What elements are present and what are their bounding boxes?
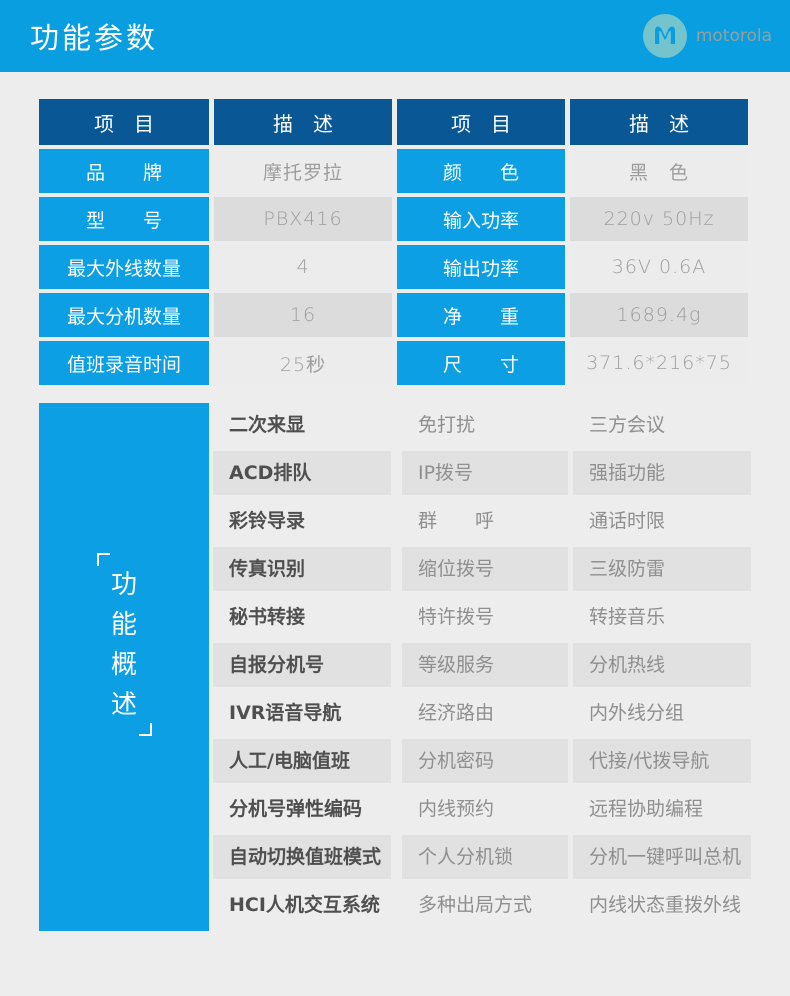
feature-item: 三级防雷 <box>573 547 751 591</box>
spec-header-desc-right: 描 述 <box>570 99 748 145</box>
bracket-close-icon <box>139 723 152 736</box>
feature-item: 经济路由 <box>418 702 495 724</box>
feature-column-2: 免打扰 IP拨号 群 呼 缩位拨号 特许拨号 等级服务 经济路由 分机密码 内线… <box>402 403 568 931</box>
feature-item: 等级服务 <box>402 643 568 687</box>
feature-item: 二次来显 <box>229 414 306 436</box>
motorola-wordmark: motorola <box>695 26 772 46</box>
spec-value-dimensions: 371.6*216*75 <box>570 341 748 385</box>
spec-header-item-left: 项 目 <box>39 99 209 145</box>
overview-char: 能 <box>110 610 137 640</box>
spec-item-model: 型 号 <box>39 197 209 241</box>
feature-item: 分机一键呼叫总机 <box>573 835 751 879</box>
feature-item: 彩铃导录 <box>229 510 306 532</box>
feature-item: 多种出局方式 <box>418 894 533 916</box>
feature-item: 秘书转接 <box>229 606 306 628</box>
spec-value-color: 黑 色 <box>570 149 748 193</box>
motorola-logo: motorola <box>642 14 772 58</box>
feature-item: 分机密码 <box>402 739 568 783</box>
feature-column-1: 二次来显 ACD排队 彩铃导录 传真识别 秘书转接 自报分机号 IVR语音导航 … <box>213 403 391 931</box>
spec-value-max-lines: 4 <box>214 245 392 289</box>
feature-item: 特许拨号 <box>418 606 495 628</box>
top-bar: 功能参数 motorola <box>0 0 790 72</box>
feature-item: 自动切换值班模式 <box>213 835 391 879</box>
spec-item-recording-time: 值班录音时间 <box>39 341 209 385</box>
feature-item: 通话时限 <box>589 510 666 532</box>
feature-item: 远程协助编程 <box>589 798 704 820</box>
spec-item-max-lines: 最大外线数量 <box>39 245 209 289</box>
feature-item: 群 呼 <box>418 510 495 532</box>
feature-item: 免打扰 <box>418 414 476 436</box>
spec-item-input-power: 输入功率 <box>397 197 565 241</box>
feature-item: ACD排队 <box>213 451 391 495</box>
spec-value-net-weight: 1689.4g <box>570 293 748 337</box>
spec-value-max-extensions: 16 <box>214 293 392 337</box>
feature-item: 内外线分组 <box>589 702 685 724</box>
spec-value-recording-time: 25秒 <box>214 341 392 385</box>
feature-item: 缩位拨号 <box>402 547 568 591</box>
page-title: 功能参数 <box>30 21 159 55</box>
feature-item: 内线预约 <box>418 798 495 820</box>
feature-column-3: 三方会议 强插功能 通话时限 三级防雷 转接音乐 分机热线 内外线分组 代接/代… <box>573 403 751 931</box>
spec-header-item-right: 项 目 <box>397 99 565 145</box>
spec-item-output-power: 输出功率 <box>397 245 565 289</box>
spec-value-brand: 摩托罗拉 <box>214 149 392 193</box>
feature-overview-panel: 功 能 概 述 <box>39 403 209 931</box>
feature-item: IVR语音导航 <box>229 702 342 724</box>
motorola-m-icon <box>642 14 687 58</box>
overview-char: 概 <box>110 650 137 680</box>
spec-value-output-power: 36V 0.6A <box>570 245 748 289</box>
feature-item: 转接音乐 <box>589 606 666 628</box>
overview-char: 功 <box>110 570 137 600</box>
spec-item-max-extensions: 最大分机数量 <box>39 293 209 337</box>
feature-item: 传真识别 <box>213 547 391 591</box>
bracket-open-icon <box>97 553 110 566</box>
spec-item-net-weight: 净 重 <box>397 293 565 337</box>
overview-char: 述 <box>110 690 137 720</box>
feature-item: 三方会议 <box>589 414 666 436</box>
spec-item-color: 颜 色 <box>397 149 565 193</box>
feature-item: 人工/电脑值班 <box>213 739 391 783</box>
spec-header-desc-left: 描 述 <box>214 99 392 145</box>
feature-item: 代接/代拨导航 <box>573 739 751 783</box>
spec-item-brand: 品 牌 <box>39 149 209 193</box>
feature-item: 分机热线 <box>573 643 751 687</box>
feature-item: HCI人机交互系统 <box>229 894 380 916</box>
feature-item: 强插功能 <box>573 451 751 495</box>
feature-item: IP拨号 <box>402 451 568 495</box>
feature-item: 分机号弹性编码 <box>229 798 363 820</box>
spec-value-model: PBX416 <box>214 197 392 241</box>
spec-item-dimensions: 尺 寸 <box>397 341 565 385</box>
feature-item: 内线状态重拨外线 <box>589 894 742 916</box>
feature-item: 个人分机锁 <box>402 835 568 879</box>
feature-overview-title: 功 能 概 述 <box>39 565 209 725</box>
feature-item: 自报分机号 <box>213 643 391 687</box>
spec-value-input-power: 220v 50Hz <box>570 197 748 241</box>
spec-table: 项 目 描 述 项 目 描 述 品 牌 摩托罗拉 颜 色 黑 色 型 号 PBX… <box>39 99 748 385</box>
